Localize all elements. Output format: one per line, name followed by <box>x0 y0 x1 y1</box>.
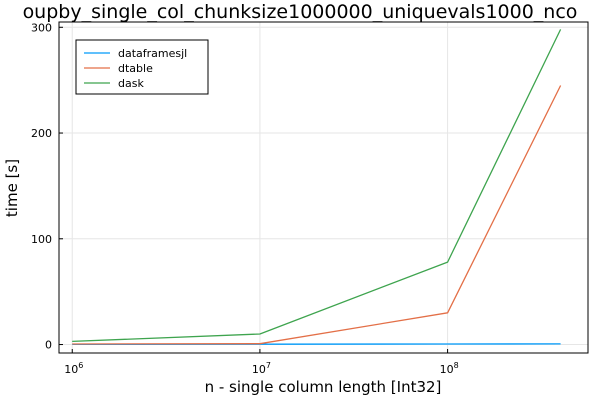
x-ticks: 106 107 108 <box>64 349 459 376</box>
x-tick-exponent: 8 <box>454 361 459 370</box>
x-tick-exponent: 6 <box>78 361 83 370</box>
x-tick-label: 108 <box>440 361 459 376</box>
y-ticks: 0 100 200 300 <box>31 21 63 352</box>
y-tick-label: 0 <box>45 339 52 352</box>
legend-box <box>75 39 209 95</box>
y-tick-label: 300 <box>31 21 52 34</box>
legend-label-dtable: dtable <box>118 62 153 75</box>
y-tick-label: 100 <box>31 233 52 246</box>
legend-label-dataframesjl: dataframesjl <box>118 47 187 60</box>
legend-label-dask: dask <box>118 77 144 90</box>
x-tick-base: 10 <box>64 363 78 376</box>
x-tick-base: 10 <box>252 363 266 376</box>
series-line-dask <box>72 29 562 343</box>
plot-frame <box>58 21 589 354</box>
x-tick-exponent: 7 <box>266 361 271 370</box>
series-layer <box>72 29 562 346</box>
chart-title: oupby_single_col_chunksize1000000_unique… <box>23 1 578 23</box>
series-line-dtable <box>72 85 562 345</box>
x-tick-label: 107 <box>252 361 271 376</box>
legend: dataframesjl dtable dask <box>75 39 209 95</box>
y-axis-label: time [s] <box>3 159 21 217</box>
x-axis-label: n - single column length [Int32] <box>205 378 442 396</box>
x-tick-base: 10 <box>440 363 454 376</box>
x-tick-label: 106 <box>64 361 83 376</box>
y-tick-label: 200 <box>31 127 52 140</box>
